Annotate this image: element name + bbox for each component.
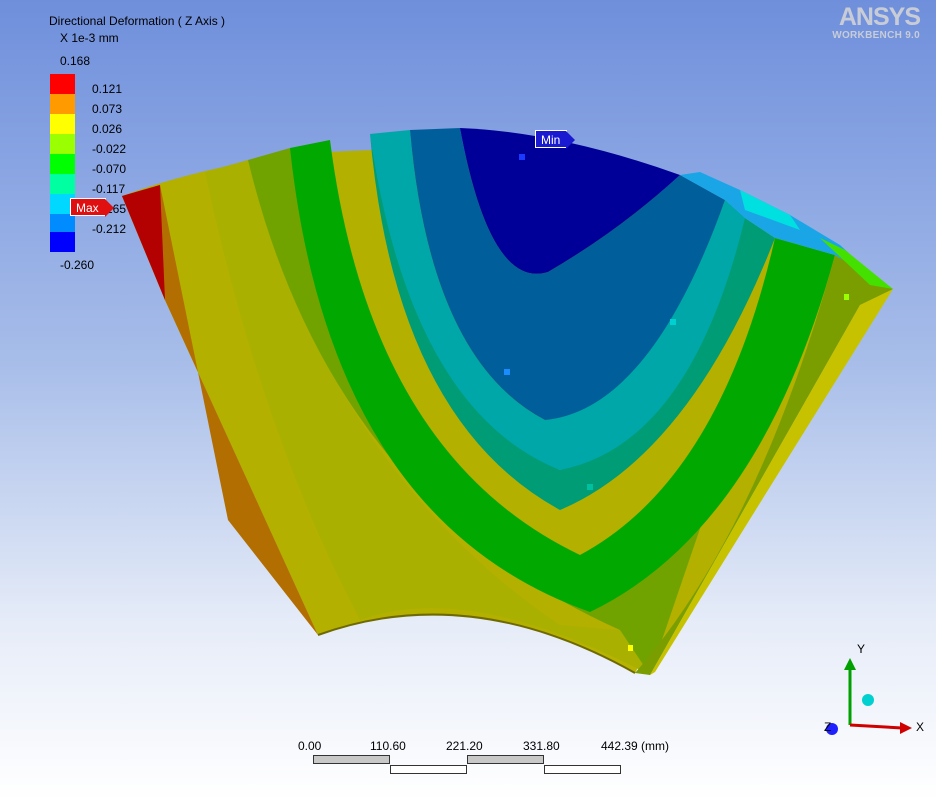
probe-marker	[670, 319, 676, 325]
legend-level: -0.117	[92, 182, 126, 196]
probe-marker	[519, 154, 525, 160]
colorbar-band-5	[50, 174, 75, 194]
legend-min-value: -0.260	[60, 258, 95, 272]
contour-band-orange	[122, 185, 318, 635]
contour-band-blue	[460, 128, 680, 274]
contour-band-steelblue	[410, 128, 725, 420]
scale-tick: 221.20	[446, 739, 483, 753]
workbench-version: WORKBENCH 9.0	[832, 30, 920, 41]
axis-triad[interactable]: Y X Z	[820, 640, 930, 750]
legend-units: X 1e-3 mm	[60, 31, 119, 45]
scale-tick: 331.80	[523, 739, 560, 753]
legend-level: -0.022	[92, 142, 127, 156]
axis-z-label: Z	[824, 720, 832, 734]
model-top-rim	[680, 172, 893, 289]
legend-level: 0.073	[92, 102, 123, 116]
colorbar-band-1	[50, 94, 75, 114]
colorbar-band-8	[50, 232, 75, 252]
legend-level: 0.026	[92, 122, 123, 136]
model-top-rim-cyan	[740, 190, 800, 230]
legend-level: -0.070	[92, 162, 127, 176]
contour-band-red	[122, 185, 165, 300]
legend-colorbar	[50, 74, 75, 252]
probe-marker	[628, 645, 633, 651]
colorbar-band-2	[50, 114, 75, 134]
axis-x-label: X	[916, 720, 925, 734]
contour-band-teal	[370, 130, 745, 470]
max-probe-tag[interactable]: Max	[70, 198, 114, 217]
legend-level: 0.121	[92, 82, 123, 96]
contour-band-olive	[205, 160, 650, 675]
legend-level: -0.212	[92, 222, 127, 236]
axis-y-label: Y	[857, 642, 866, 656]
contour-band-green-light	[248, 148, 720, 675]
colorbar-band-3	[50, 134, 75, 154]
contour-band-seagreen	[330, 134, 775, 510]
scale-tick: 442.39 (mm)	[601, 739, 670, 753]
scale-tick: 0.00	[298, 739, 322, 753]
model-right-face-lower	[650, 289, 893, 675]
min-probe-tag[interactable]: Min	[535, 130, 576, 149]
probe-marker	[844, 294, 849, 300]
probe-marker	[587, 484, 593, 490]
model-inner-edge	[317, 613, 636, 674]
contour-band-green	[290, 140, 835, 612]
colorbar-band-4	[50, 154, 75, 174]
legend-max-value: 0.168	[60, 54, 91, 68]
ansys-brand: ANSYS WORKBENCH 9.0	[832, 3, 921, 41]
colorbar-band-0	[50, 74, 75, 94]
scale-bar	[313, 755, 621, 775]
model-right-face	[635, 255, 893, 675]
colorbar-band-6	[50, 194, 75, 214]
model-top-rim-green	[820, 238, 893, 289]
scale-tick: 110.60	[370, 739, 406, 753]
triad-graphic	[826, 658, 912, 735]
probe-marker	[504, 369, 510, 375]
ansys-logo: ANSYS	[838, 3, 921, 31]
colorbar-band-7	[50, 214, 75, 232]
legend-title: Directional Deformation ( Z Axis )	[49, 14, 226, 28]
